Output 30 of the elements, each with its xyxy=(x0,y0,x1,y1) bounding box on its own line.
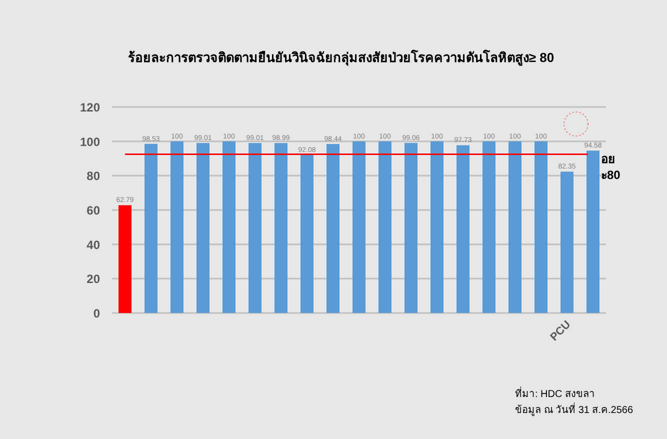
y-tick-label: 20 xyxy=(86,272,100,286)
bar xyxy=(170,141,184,313)
bar xyxy=(222,141,236,313)
bar xyxy=(352,141,366,313)
bar xyxy=(118,205,132,313)
text: ที่มา: HDC สงขลา xyxy=(515,386,595,400)
bar xyxy=(274,143,288,313)
y-tick-label: 0 xyxy=(93,306,100,320)
bar xyxy=(404,142,418,313)
bar xyxy=(196,143,210,313)
bar xyxy=(300,154,314,313)
bar xyxy=(586,150,600,313)
y-tick-label: 120 xyxy=(80,100,100,114)
bar xyxy=(248,143,262,313)
y-tick-label: 80 xyxy=(86,169,100,184)
bar xyxy=(482,141,496,313)
bar xyxy=(534,141,548,313)
text: ข้อมูล ณ วันที่ 31 ส.ค.2566 xyxy=(515,402,634,416)
y-tick-label: 40 xyxy=(86,238,100,252)
ref-line-label: อย ะ80 xyxy=(601,152,621,182)
bar xyxy=(326,144,340,313)
bar xyxy=(378,141,392,313)
bar xyxy=(144,144,158,313)
bar xyxy=(560,172,574,313)
chart-title: ร้อยละการตรวจติดตามยืนยันวินิจฉัยกลุ่มสงสัยป่วยโรคความดันโลหิตสูง≥ 80 xyxy=(128,49,554,66)
bar xyxy=(430,141,444,313)
bar xyxy=(508,141,522,313)
y-tick-label: 100 xyxy=(80,134,100,149)
bar xyxy=(456,145,470,313)
y-tick-label: 60 xyxy=(86,204,100,218)
